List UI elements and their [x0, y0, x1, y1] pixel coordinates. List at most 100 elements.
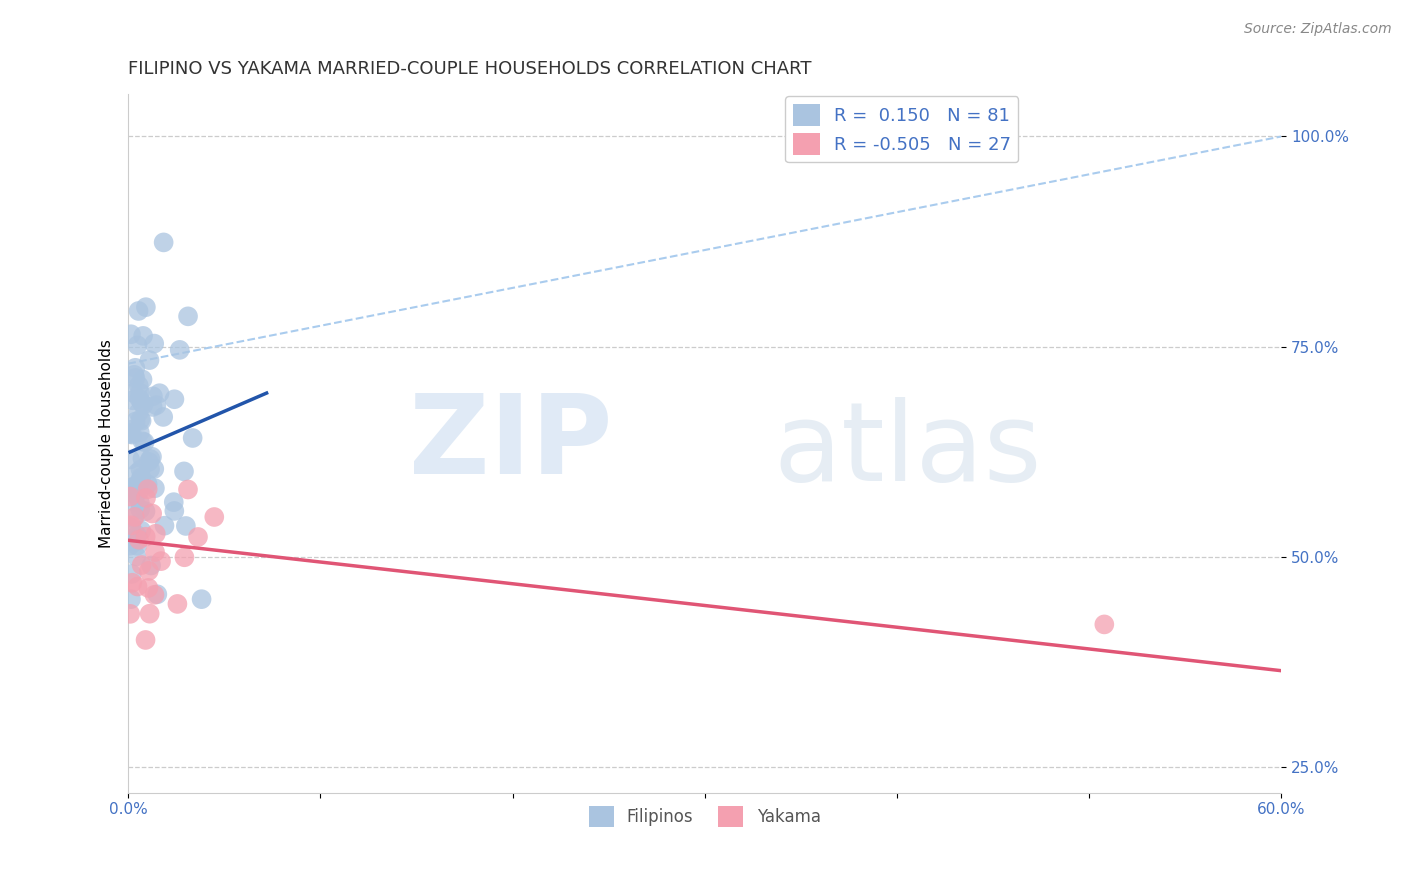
Point: [120, 480, 142, 494]
Point: [124, 360, 146, 375]
Point: [120, 520, 142, 534]
Point: [187, 530, 209, 544]
Point: [120, 427, 142, 442]
Point: [142, 389, 165, 403]
Point: [128, 392, 150, 406]
Point: [131, 434, 153, 449]
Point: [120, 423, 142, 437]
Point: [141, 450, 163, 464]
Point: [152, 409, 174, 424]
Point: [125, 549, 148, 564]
Point: [121, 566, 143, 581]
Point: [153, 518, 176, 533]
Point: [129, 473, 152, 487]
Point: [128, 533, 150, 547]
Point: [124, 415, 146, 429]
Point: [131, 372, 153, 386]
Text: ZIP: ZIP: [409, 390, 613, 497]
Point: [169, 343, 191, 357]
Point: [132, 398, 155, 412]
Point: [128, 304, 150, 318]
Text: atlas: atlas: [773, 397, 1042, 504]
Point: [138, 455, 160, 469]
Point: [146, 587, 169, 601]
Point: [143, 336, 166, 351]
Point: [132, 329, 155, 343]
Point: [145, 398, 167, 412]
Point: [131, 396, 153, 410]
Point: [127, 466, 149, 480]
Point: [177, 310, 200, 324]
Point: [127, 539, 149, 553]
Point: [121, 482, 143, 496]
Point: [129, 412, 152, 426]
Point: [138, 607, 160, 621]
Point: [120, 592, 142, 607]
Point: [136, 482, 159, 496]
Y-axis label: Married-couple Households: Married-couple Households: [100, 339, 114, 548]
Point: [139, 558, 162, 573]
Point: [138, 353, 160, 368]
Point: [143, 588, 166, 602]
Point: [124, 371, 146, 385]
Point: [141, 507, 163, 521]
Point: [120, 539, 142, 553]
Point: [124, 479, 146, 493]
Point: [131, 414, 153, 428]
Point: [120, 490, 142, 504]
Point: [163, 392, 186, 407]
Point: [120, 518, 142, 533]
Point: [166, 597, 188, 611]
Point: [139, 452, 162, 467]
Point: [127, 406, 149, 420]
Point: [128, 425, 150, 440]
Point: [173, 550, 195, 565]
Point: [138, 581, 160, 595]
Point: [136, 477, 159, 491]
Point: [129, 385, 152, 400]
Point: [173, 464, 195, 478]
Point: [131, 558, 153, 572]
Point: [143, 462, 166, 476]
Point: [163, 504, 186, 518]
Point: [1092, 617, 1115, 632]
Point: [135, 300, 157, 314]
Point: [127, 338, 149, 352]
Point: [120, 607, 142, 621]
Point: [181, 431, 204, 445]
Point: [127, 580, 149, 594]
Point: [152, 235, 174, 250]
Point: [148, 386, 170, 401]
Point: [125, 528, 148, 542]
Point: [122, 368, 145, 382]
Point: [129, 462, 152, 476]
Point: [125, 479, 148, 493]
Point: [190, 592, 212, 607]
Point: [135, 632, 157, 647]
Point: [131, 451, 153, 466]
Point: [128, 484, 150, 499]
Point: [120, 327, 142, 342]
Point: [125, 534, 148, 549]
Point: [128, 495, 150, 509]
Point: [143, 545, 166, 559]
Point: [135, 491, 157, 505]
Point: [174, 519, 197, 533]
Point: [134, 435, 156, 450]
Point: [120, 425, 142, 440]
Point: [135, 530, 157, 544]
Point: [124, 487, 146, 501]
Point: [121, 427, 143, 442]
Point: [177, 483, 200, 497]
Text: FILIPINO VS YAKAMA MARRIED-COUPLE HOUSEHOLDS CORRELATION CHART: FILIPINO VS YAKAMA MARRIED-COUPLE HOUSEH…: [128, 60, 811, 78]
Point: [120, 534, 142, 549]
Legend: Filipinos, Yakama: Filipinos, Yakama: [582, 799, 828, 833]
Text: Source: ZipAtlas.com: Source: ZipAtlas.com: [1244, 22, 1392, 37]
Point: [122, 511, 145, 525]
Point: [121, 393, 143, 408]
Point: [124, 495, 146, 509]
Point: [143, 481, 166, 495]
Point: [128, 378, 150, 392]
Point: [202, 510, 225, 524]
Point: [134, 504, 156, 518]
